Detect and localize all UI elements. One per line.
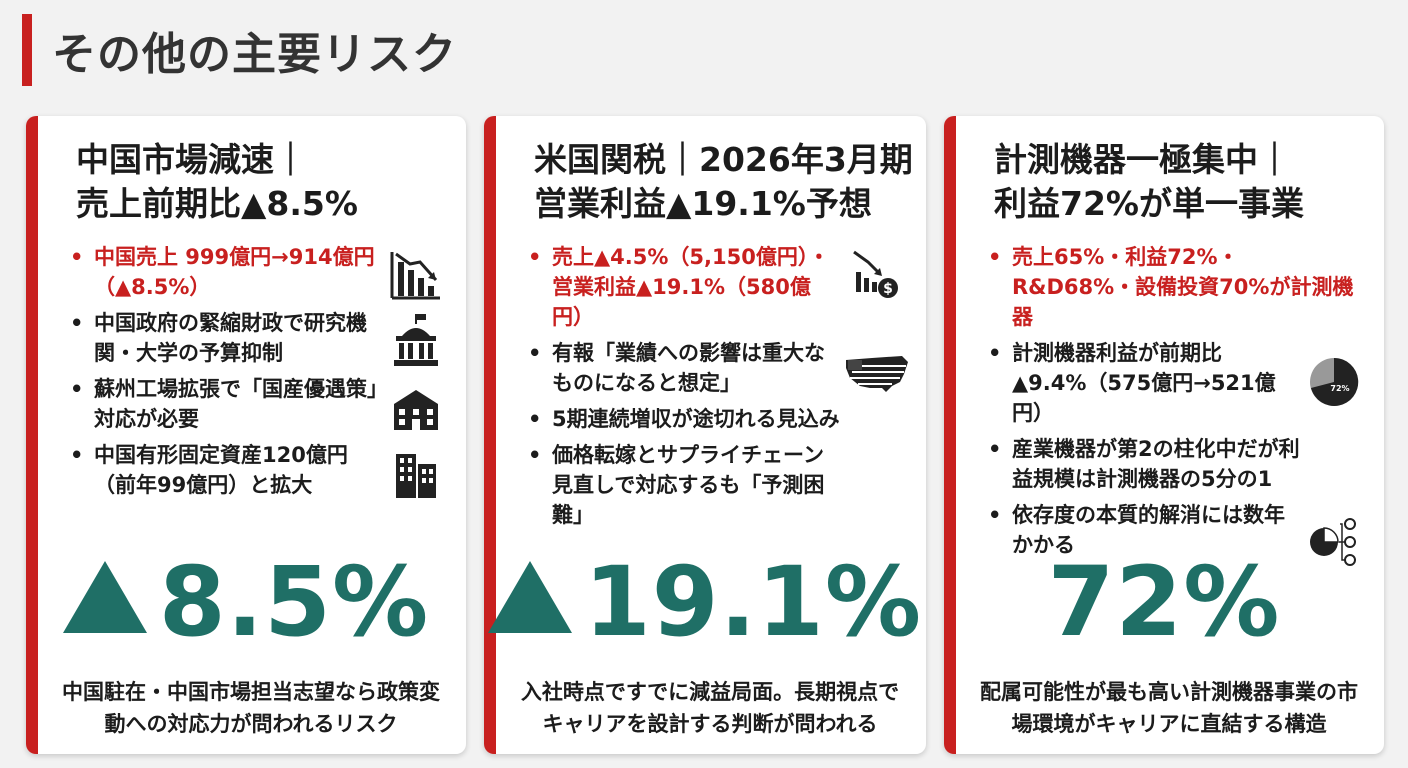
risk-card-us-tariff: 米国関税｜2026年3月期 営業利益▲19.1%予想 売上▲4.5%（5,150… — [484, 116, 926, 754]
bullet-text: 中国売上 999億円→914億円（▲8.5%） — [94, 245, 375, 299]
bullet-text: 売上▲4.5%（5,150億円）・営業利益▲19.1%（580億円） — [552, 245, 830, 329]
key-metric: 19.1% — [484, 546, 926, 658]
list-item: 依存度の本質的解消には数年かかる — [986, 500, 1362, 566]
pie-chart-network-icon — [1306, 512, 1362, 568]
bullet-text: 中国政府の緊縮財政で研究機関・大学の予算抑制 — [94, 311, 367, 365]
office-building-icon — [388, 444, 444, 500]
down-triangle-icon — [62, 561, 147, 633]
key-metric-value: 72% — [1047, 546, 1281, 658]
list-item: 産業機器が第2の柱化中だが利益規模は計測機器の5分の1 — [986, 434, 1362, 494]
list-item: 有報「業績への影響は重大なものになると想定」 — [526, 338, 908, 398]
bullet-text: 蘇州工場拡張で「国産優遇策」対応が必要 — [94, 377, 378, 431]
risk-card-concentration: 計測機器一極集中｜ 利益72%が単一事業 売上65%・利益72%・R&D68%・… — [944, 116, 1384, 754]
bullet-text: 依存度の本質的解消には数年かかる — [1012, 503, 1285, 557]
list-item: 売上65%・利益72%・R&D68%・設備投資70%が計測機器 — [986, 242, 1362, 332]
card-footnote: 中国駐在・中国市場担当志望なら政策変動への対応力が問われるリスク — [62, 680, 440, 736]
card-heading: 米国関税｜2026年3月期 営業利益▲19.1%予想 — [534, 138, 913, 226]
us-flag-map-icon — [842, 352, 912, 398]
key-metric: 72% — [944, 546, 1384, 658]
key-metric: 8.5% — [26, 546, 466, 658]
bullet-list: 売上▲4.5%（5,150億円）・営業利益▲19.1%（580億円） $ 有報「… — [526, 242, 908, 536]
card-accent-bar — [26, 116, 38, 754]
pie-chart-icon: 72% — [1306, 354, 1362, 410]
card-heading: 中国市場減速｜ 売上前期比▲8.5% — [76, 138, 446, 226]
bullet-text: 価格転嫁とサプライチェーン見直しで対応するも「予測困難」 — [552, 443, 825, 527]
card-accent-bar — [484, 116, 496, 754]
card-footnote: 入社時点ですでに減益局面。長期視点でキャリアを設計する判断が問われる — [520, 680, 900, 736]
page-header: その他の主要リスク — [22, 14, 457, 86]
card-accent-bar — [944, 116, 956, 754]
bullet-text: 中国有形固定資産120億円（前年99億円）と拡大 — [94, 443, 348, 497]
declining-chart-dollar-icon: $ — [848, 246, 904, 302]
bullet-list: 売上65%・利益72%・R&D68%・設備投資70%が計測機器 計測機器利益が前… — [986, 242, 1362, 566]
bullet-text: 産業機器が第2の柱化中だが利益規模は計測機器の5分の1 — [1012, 437, 1300, 491]
card-heading: 計測機器一極集中｜ 利益72%が単一事業 — [994, 138, 1364, 226]
list-item: 価格転嫁とサプライチェーン見直しで対応するも「予測困難」 — [526, 440, 904, 530]
risk-card-china: 中国市場減速｜ 売上前期比▲8.5% 中国売上 999億円→914億円（▲8.5… — [26, 116, 466, 754]
bullet-text: 売上65%・利益72%・R&D68%・設備投資70%が計測機器 — [1012, 245, 1354, 329]
key-metric-value: 19.1% — [583, 546, 923, 658]
card-heading-line: 米国関税｜2026年3月期 — [534, 140, 913, 179]
card-footnote: 配属可能性が最も高い計測機器事業の市場環境がキャリアに直結する構造 — [980, 680, 1358, 736]
card-heading-line: 計測機器一極集中｜ — [994, 140, 1291, 179]
key-metric-value: 8.5% — [158, 546, 430, 658]
card-heading-line: 営業利益▲19.1%予想 — [534, 184, 872, 223]
bullet-list: 中国売上 999億円→914億円（▲8.5%） 中国政府の緊縮財政で研究機関・大… — [68, 242, 444, 506]
bullet-text: 5期連続増収が途切れる見込み — [552, 407, 840, 431]
factory-icon — [388, 378, 444, 434]
pie-chart-label: 72% — [1330, 384, 1349, 393]
title-accent-bar — [22, 14, 32, 86]
card-heading-line: 売上前期比▲8.5% — [76, 184, 358, 223]
bullet-text: 有報「業績への影響は重大なものになると想定」 — [552, 341, 825, 395]
government-building-icon — [388, 312, 444, 368]
svg-text:$: $ — [883, 281, 893, 297]
list-item: 売上▲4.5%（5,150億円）・営業利益▲19.1%（580億円） $ — [526, 242, 904, 332]
down-triangle-icon — [487, 561, 572, 633]
list-item: 中国政府の緊縮財政で研究機関・大学の予算抑制 — [68, 308, 444, 368]
list-item: 5期連続増収が途切れる見込み — [526, 404, 904, 434]
page-title: その他の主要リスク — [52, 29, 457, 80]
card-heading-line: 中国市場減速｜ — [76, 140, 307, 179]
card-heading-line: 利益72%が単一事業 — [994, 184, 1304, 223]
list-item: 中国有形固定資産120億円（前年99億円）と拡大 — [68, 440, 444, 500]
list-item: 計測機器利益が前期比▲9.4%（575億円→521億円） 72% — [986, 338, 1362, 428]
list-item: 中国売上 999億円→914億円（▲8.5%） — [68, 242, 444, 302]
list-item: 蘇州工場拡張で「国産優遇策」対応が必要 — [68, 374, 444, 434]
bullet-text: 計測機器利益が前期比▲9.4%（575億円→521億円） — [1012, 341, 1276, 425]
declining-bar-chart-icon — [388, 246, 444, 302]
